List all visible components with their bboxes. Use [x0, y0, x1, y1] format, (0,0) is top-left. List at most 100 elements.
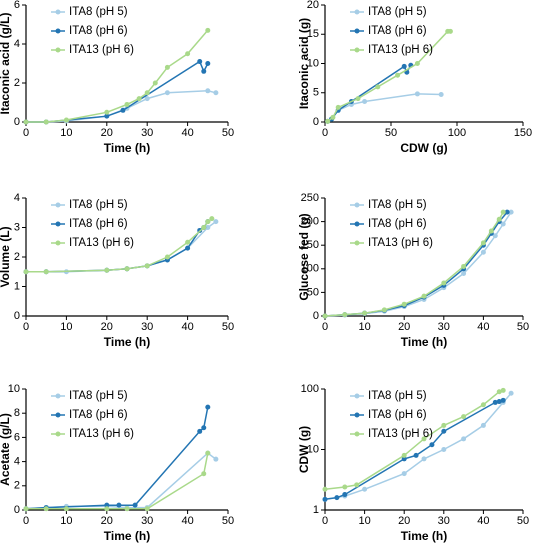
legend-marker [354, 221, 360, 227]
y-tick-label: 2 [14, 251, 20, 263]
data-point [492, 233, 498, 239]
data-point [164, 90, 170, 96]
x-axis-title: Time (h) [401, 335, 447, 349]
y-tick-label: 1 [14, 280, 20, 292]
data-point [480, 240, 486, 246]
data-point [63, 506, 69, 512]
x-tick-label: 0 [23, 515, 29, 527]
x-tick-label: 50 [222, 127, 234, 139]
x-tick-label: 150 [514, 127, 532, 139]
data-point [330, 114, 336, 120]
x-tick-label: 30 [141, 321, 153, 333]
x-axis-title: CDW (g) [400, 141, 447, 155]
legend-marker [55, 393, 61, 399]
data-point [201, 471, 207, 477]
data-point [43, 506, 49, 512]
data-point [205, 61, 211, 66]
data-point [116, 502, 122, 508]
legend-label: ITA13 (pH 6) [69, 237, 134, 249]
x-tick-label: 20 [101, 515, 113, 527]
x-tick-label: 30 [438, 515, 450, 527]
y-tick-label: 0 [14, 504, 20, 516]
x-tick-label: 30 [141, 515, 153, 527]
data-point [381, 307, 387, 313]
data-point [43, 119, 49, 125]
data-point [342, 484, 348, 490]
data-point [185, 245, 191, 251]
y-tick-label: 6 [14, 431, 20, 443]
data-point [441, 280, 447, 286]
data-point [342, 312, 348, 318]
data-point [185, 51, 191, 57]
x-tick-label: 10 [60, 127, 72, 139]
data-point [144, 506, 150, 512]
y-tick-label: 6 [14, 0, 20, 11]
x-axis-title: Time (h) [104, 141, 150, 155]
legend-label: ITA8 (pH 6) [368, 218, 427, 230]
x-tick-label: 10 [60, 321, 72, 333]
x-tick-label: 0 [322, 127, 328, 139]
y-tick-label: 150 [301, 239, 319, 251]
data-point [480, 402, 486, 408]
data-point [63, 117, 69, 123]
data-point [23, 269, 29, 275]
y-tick-label: 200 [301, 216, 319, 228]
x-tick-label: 0 [23, 127, 29, 139]
y-axis-title: Itaconic acid (g/L) [0, 12, 12, 114]
data-point [23, 506, 29, 512]
fit-line [26, 218, 213, 273]
y-tick-label: 4 [14, 192, 20, 204]
y-tick-label: 1 [313, 504, 319, 516]
data-point [362, 486, 368, 492]
data-point [197, 428, 203, 434]
legend-label: ITA13 (pH 6) [368, 44, 433, 56]
data-point [144, 263, 150, 269]
data-point [401, 456, 407, 462]
data-point [43, 269, 49, 275]
legend-marker [354, 9, 360, 15]
y-tick-label: 100 [301, 263, 319, 275]
data-point [205, 404, 211, 410]
x-tick-label: 40 [181, 321, 193, 333]
data-point [325, 118, 331, 124]
x-tick-label: 50 [385, 127, 397, 139]
legend-marker [354, 47, 360, 53]
panel: 0 10 20 30 40 50 1 10 100 Time (h) CDW (g) ITA8 (pH… [297, 383, 529, 543]
data-point [508, 390, 514, 396]
legend-label: ITA8 (pH 6) [69, 25, 128, 37]
data-point [152, 80, 158, 86]
fit-line [324, 392, 512, 501]
legend-marker [354, 28, 360, 34]
data-point [395, 72, 401, 78]
legend-label: ITA8 (pH 5) [69, 6, 128, 18]
x-tick-label: 0 [23, 321, 29, 333]
data-point [496, 399, 502, 405]
data-point [124, 101, 130, 107]
x-tick-label: 20 [101, 321, 113, 333]
data-point [461, 263, 467, 269]
data-point [124, 506, 130, 512]
y-tick-label: 2 [14, 77, 20, 89]
fit-line [327, 93, 442, 123]
data-point [447, 28, 453, 34]
data-point [413, 452, 419, 458]
legend-label: ITA8 (pH 6) [368, 409, 427, 421]
data-point [496, 216, 502, 222]
data-point [401, 452, 407, 458]
data-point [132, 502, 138, 508]
x-axis-title: Time (h) [104, 529, 150, 543]
data-point [322, 313, 328, 319]
data-point [500, 397, 506, 403]
data-point [362, 99, 368, 105]
x-tick-label: 100 [448, 127, 466, 139]
panel: 0 10 20 30 40 50 0 50 100 150 200 250 Time (h) Glucos… [297, 192, 529, 349]
legend-marker [55, 202, 61, 208]
data-point [362, 310, 368, 316]
y-tick-label: 50 [307, 286, 319, 298]
x-tick-label: 0 [322, 321, 328, 333]
legend-marker [354, 412, 360, 418]
data-point [461, 414, 467, 420]
data-point [322, 496, 328, 502]
data-point [213, 219, 219, 225]
